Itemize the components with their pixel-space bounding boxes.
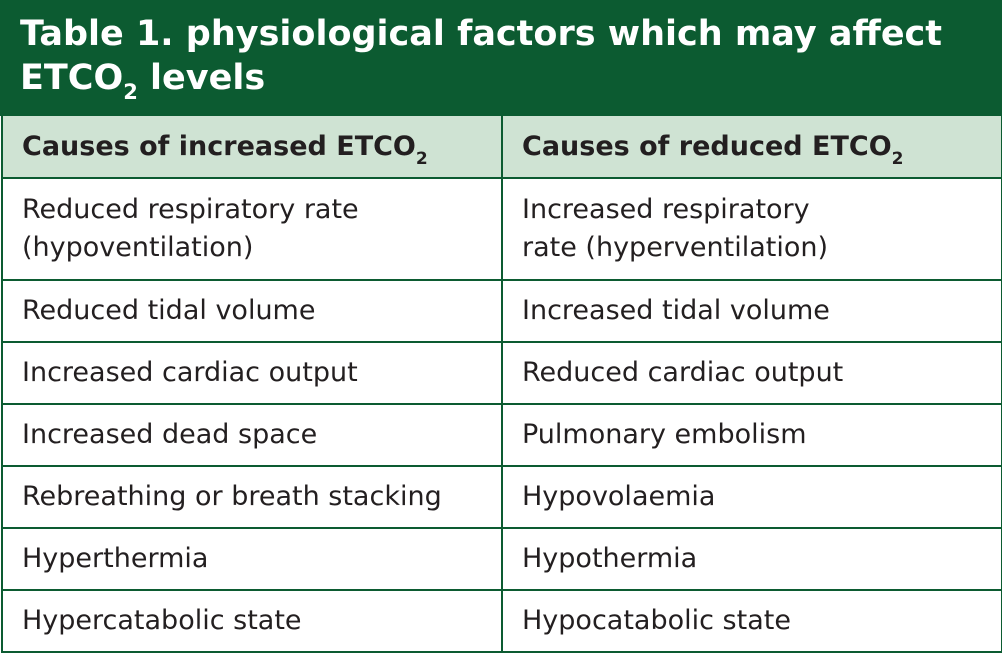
- table-title-line-1: Table 1. physiological factors which may…: [20, 14, 943, 54]
- header-reduced-text: Causes of reduced ETCO: [522, 131, 892, 162]
- cell-reduced: Hypovolaemia: [501, 465, 1002, 529]
- title-subscript: 2: [123, 80, 138, 104]
- cell-increased: Hypercatabolic state: [1, 589, 503, 653]
- cell-reduced: Hypocatabolic state: [501, 589, 1002, 653]
- cell-reduced: Increased respiratory rate (hyperventila…: [501, 177, 1002, 281]
- table-title: Table 1. physiological factors which may…: [0, 0, 1002, 116]
- cell-reduced: Pulmonary embolism: [501, 403, 1002, 467]
- header-row: Causes of increased ETCO2 Causes of redu…: [1, 116, 1002, 179]
- cell-reduced: Reduced cardiac output: [501, 341, 1002, 405]
- cell-reduced: Increased tidal volume: [501, 279, 1002, 343]
- table-title-line-2: ETCO2 levels: [20, 56, 1002, 103]
- table-row: Hypercatabolic state Hypocatabolic state: [1, 589, 1002, 653]
- table-row: Hyperthermia Hypothermia: [1, 527, 1002, 591]
- table-row: Increased cardiac output Reduced cardiac…: [1, 341, 1002, 405]
- header-increased-subscript: 2: [415, 149, 428, 169]
- cell-increased: Reduced tidal volume: [1, 279, 503, 343]
- cell-increased: Increased cardiac output: [1, 341, 503, 405]
- title-suffix-text: levels: [137, 58, 266, 98]
- cell-increased: Rebreathing or breath stacking: [1, 465, 503, 529]
- table-row: Rebreathing or breath stacking Hypovolae…: [1, 465, 1002, 529]
- cell-increased: Reduced respiratory rate (hypoventilatio…: [1, 177, 503, 281]
- cell-increased: Increased dead space: [1, 403, 503, 467]
- table-row: Reduced respiratory rate (hypoventilatio…: [1, 177, 1002, 281]
- header-increased-text: Causes of increased ETCO: [22, 131, 416, 162]
- cell-increased: Hyperthermia: [1, 527, 503, 591]
- title-etco-text: ETCO: [20, 58, 124, 98]
- header-increased: Causes of increased ETCO2: [1, 116, 503, 179]
- table-row: Reduced tidal volume Increased tidal vol…: [1, 279, 1002, 343]
- header-reduced: Causes of reduced ETCO2: [501, 116, 1002, 179]
- table-row: Increased dead space Pulmonary embolism: [1, 403, 1002, 467]
- cell-reduced: Hypothermia: [501, 527, 1002, 591]
- factors-table: Causes of increased ETCO2 Causes of redu…: [1, 116, 1002, 653]
- header-reduced-subscript: 2: [891, 149, 904, 169]
